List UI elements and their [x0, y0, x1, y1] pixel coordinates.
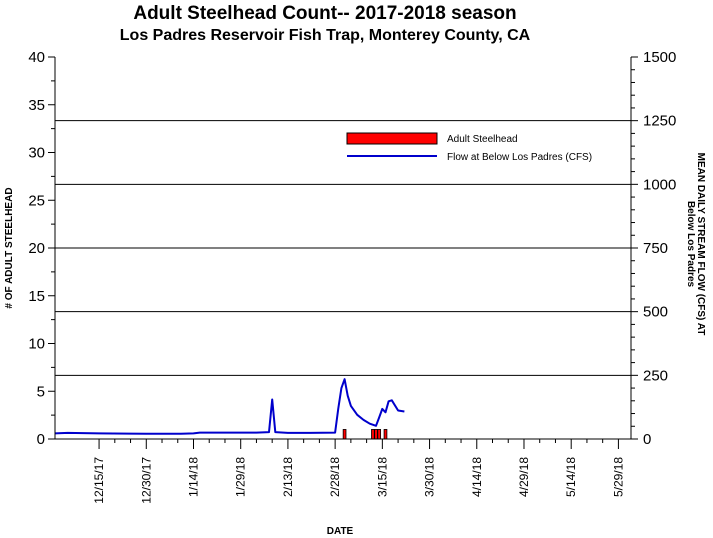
x-tick-label: 1/14/18 — [186, 457, 200, 497]
y-tick-label: 15 — [28, 288, 45, 305]
y2-tick-label: 1250 — [643, 113, 676, 130]
y-axis-ticks: 0 5 10 15 20 25 30 35 40 — [28, 49, 55, 448]
y2-tick-label: 1500 — [643, 49, 676, 66]
y-tick-label: 0 — [37, 431, 45, 448]
legend: Adult Steelhead Flow at Below Los Padres… — [346, 132, 592, 163]
legend-label-steelhead: Adult Steelhead — [447, 134, 518, 145]
x-tick-label: 1/29/18 — [234, 457, 248, 497]
y-tick-label: 35 — [28, 97, 45, 114]
x-tick-label: 12/30/17 — [139, 457, 153, 504]
y-tick-label: 20 — [28, 240, 45, 257]
x-tick-label: 2/13/18 — [281, 457, 295, 497]
steelhead-bar — [371, 429, 375, 440]
gridlines — [55, 120, 631, 376]
x-tick-label: 3/15/18 — [375, 457, 389, 497]
y-tick-label: 5 — [37, 383, 45, 400]
y2-tick-label: 1000 — [643, 176, 676, 193]
steelhead-bar — [377, 429, 382, 440]
y-tick-label: 40 — [28, 49, 45, 66]
x-tick-label: 12/15/17 — [92, 457, 106, 504]
x-tick-label: 5/29/18 — [611, 457, 625, 497]
flow-line — [54, 378, 405, 435]
y-axis-label: # OF ADULT STEELHEAD — [4, 187, 15, 308]
y2-axis-ticks: 0 250 500 750 1000 1250 1500 — [631, 49, 676, 448]
x-tick-label: 4/14/18 — [470, 457, 484, 497]
x-axis-label: DATE — [327, 526, 354, 537]
x-tick-label: 4/29/18 — [517, 457, 531, 497]
y2-tick-label: 250 — [643, 367, 668, 384]
y2-tick-label: 750 — [643, 240, 668, 257]
x-tick-label: 5/14/18 — [564, 457, 578, 497]
chart-subtitle: Los Padres Reservoir Fish Trap, Monterey… — [120, 27, 531, 44]
y2-axis-label-line1: MEAN DAILY STREAM FLOW (CFS) AT — [695, 153, 706, 336]
y2-tick-label: 0 — [643, 431, 651, 448]
y-tick-label: 10 — [28, 336, 45, 353]
legend-label-flow: Flow at Below Los Padres (CFS) — [447, 152, 592, 163]
x-tick-label: 2/28/18 — [328, 457, 342, 497]
steelhead-bar — [374, 429, 378, 440]
chart-title: Adult Steelhead Count-- 2017-2018 season — [133, 3, 516, 24]
y2-tick-label: 500 — [643, 304, 668, 321]
y-tick-label: 30 — [28, 145, 45, 162]
x-axis-ticks: 12/15/17 12/30/17 1/14/18 1/29/18 2/13/18 2/2… — [92, 439, 625, 504]
steelhead-bars — [342, 429, 388, 440]
steelhead-bar — [342, 429, 347, 440]
legend-swatch-steelhead — [346, 132, 438, 145]
y-tick-label: 25 — [28, 192, 45, 209]
y2-axis-label-line2: Below Los Padres — [685, 201, 696, 288]
x-tick-label: 3/30/18 — [423, 457, 437, 497]
steelhead-bar — [383, 429, 388, 440]
flow-series-line — [54, 378, 405, 435]
